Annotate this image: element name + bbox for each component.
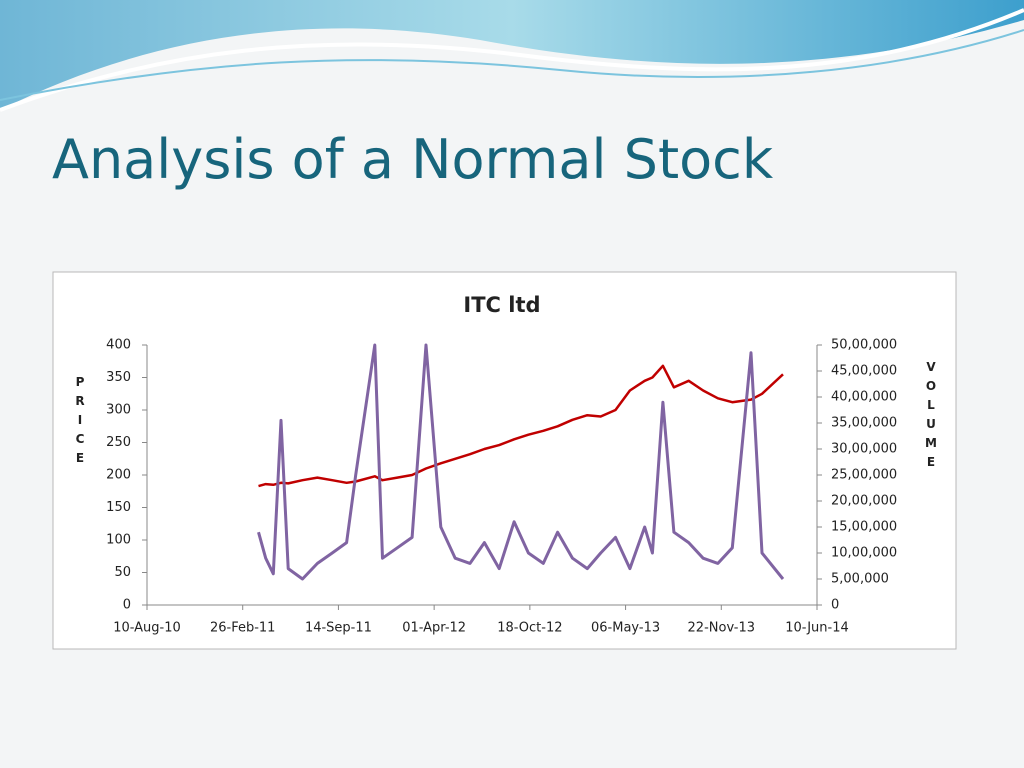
y2-tick-label: 20,00,000 — [831, 494, 897, 509]
chart-frame — [52, 271, 957, 650]
y2-tick-label: 5,00,000 — [831, 572, 889, 587]
y-tick-label: 150 — [106, 500, 131, 515]
y-tick-label: 250 — [106, 435, 131, 450]
y-tick-label: 350 — [106, 370, 131, 385]
wave — [0, 0, 1024, 110]
y2-tick-label: 40,00,000 — [831, 390, 897, 405]
x-tick-label: 18-Oct-12 — [497, 621, 562, 636]
y2-tick-label: 10,00,000 — [831, 546, 897, 561]
y-tick-label: 200 — [106, 468, 131, 483]
y2-tick-label: 25,00,000 — [831, 468, 897, 483]
y2-tick-label: 45,00,000 — [831, 364, 897, 379]
wave-line — [0, 29, 1024, 101]
y-tick-label: 300 — [106, 403, 131, 418]
header-waves — [0, 0, 1024, 112]
x-tick-label: 22-Nov-13 — [688, 621, 756, 636]
x-tick-label: 06-May-13 — [591, 621, 660, 636]
y2-tick-label: 0 — [831, 598, 839, 613]
x-tick-label: 10-Aug-10 — [113, 621, 181, 636]
y-tick-label: 100 — [106, 533, 131, 548]
y2-axis-title: VOLUME — [924, 360, 938, 474]
x-tick-label: 26-Feb-11 — [210, 621, 275, 636]
series-line — [258, 364, 784, 488]
y2-tick-label: 15,00,000 — [831, 520, 897, 535]
x-tick-label: 10-Jun-14 — [785, 621, 849, 636]
chart-title: ITC ltd — [463, 293, 540, 317]
y2-tick-label: 30,00,000 — [831, 442, 897, 457]
y-tick-label: 50 — [114, 565, 131, 580]
slide-title: Analysis of a Normal Stock — [52, 128, 774, 191]
y-axis-title: PRICE — [73, 375, 87, 470]
series-line — [257, 343, 785, 581]
y-tick-label: 0 — [123, 598, 131, 613]
wave-line — [0, 8, 1024, 112]
y-tick-label: 400 — [106, 338, 131, 353]
x-tick-label: 01-Apr-12 — [402, 621, 466, 636]
y2-tick-label: 50,00,000 — [831, 338, 897, 353]
y2-tick-label: 35,00,000 — [831, 416, 897, 431]
x-tick-label: 14-Sep-11 — [305, 621, 372, 636]
